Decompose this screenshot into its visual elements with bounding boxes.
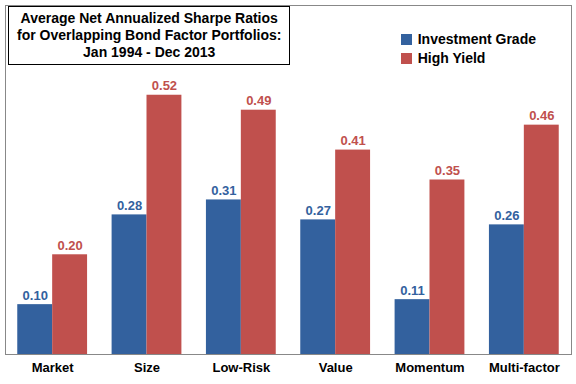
svg-text:Size: Size [134,360,160,375]
svg-text:Market: Market [32,360,75,375]
svg-text:0.10: 0.10 [23,288,48,303]
html-text:Investment Grade: Investment Grade [417,31,536,47]
svg-text:0.31: 0.31 [211,183,236,198]
svg-text:0.27: 0.27 [306,203,331,218]
html-text:High Yield: High Yield [417,50,486,66]
svg-text:0.52: 0.52 [152,78,177,93]
svg-text:0.49: 0.49 [246,93,271,108]
svg-text:Value: Value [319,360,353,375]
svg-text:Low-Risk: Low-Risk [212,360,271,375]
svg-text:0.41: 0.41 [340,133,365,148]
svg-text:0.35: 0.35 [435,163,460,178]
svg-text:0.20: 0.20 [57,238,82,253]
html-text:Average Net Annualized Sharpe: Average Net Annualized Sharpe Ratios for… [17,10,282,60]
svg-text:Multi-factor: Multi-factor [489,360,560,375]
svg-text:0.26: 0.26 [494,208,519,223]
svg-text:0.28: 0.28 [117,198,142,213]
svg-text:0.11: 0.11 [400,283,425,298]
svg-text:Momentum: Momentum [395,360,464,375]
svg-text:0.46: 0.46 [529,108,554,123]
